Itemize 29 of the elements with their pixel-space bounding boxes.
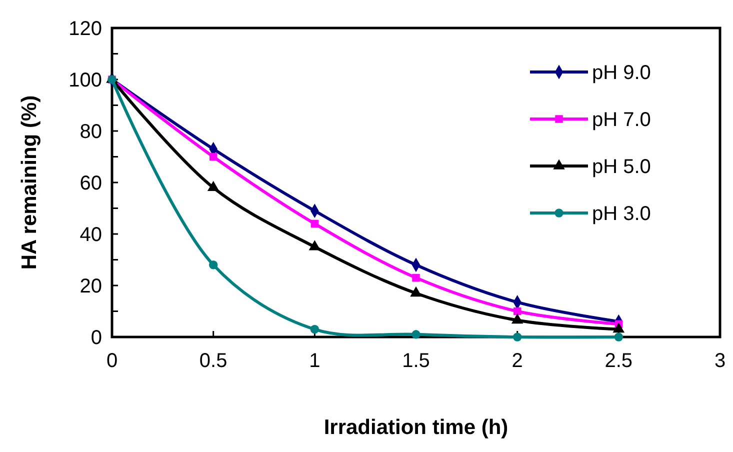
- point: [209, 152, 218, 161]
- legend-label: pH 9.0: [592, 62, 651, 84]
- legend-label: pH 5.0: [592, 156, 651, 178]
- point: [512, 332, 522, 342]
- y-tick-label: 40: [80, 224, 102, 246]
- x-tick-label: 1: [309, 350, 320, 372]
- legend-label: pH 3.0: [592, 203, 651, 225]
- point: [513, 307, 522, 316]
- y-tick-label: 80: [80, 121, 102, 143]
- y-axis-title: HA remaining (%): [18, 95, 41, 270]
- point: [614, 332, 624, 342]
- x-tick-label: 2: [512, 350, 523, 372]
- point: [412, 330, 420, 339]
- y-tick-label: 0: [90, 327, 102, 349]
- x-tick-label: 0: [106, 350, 118, 372]
- x-tick-label: 1.5: [402, 350, 430, 372]
- x-tick-label: 0.5: [199, 350, 228, 372]
- point: [310, 220, 319, 228]
- y-tick-label: 100: [68, 70, 102, 92]
- y-tick-label: 20: [80, 276, 102, 298]
- y-tick-label: 60: [80, 172, 102, 194]
- x-tick-label: 2.5: [604, 350, 633, 372]
- legend-label: pH 7.0: [592, 109, 651, 131]
- point: [310, 324, 320, 334]
- x-tick-label: 3: [714, 350, 726, 372]
- point: [412, 274, 420, 282]
- y-tick-label: 120: [68, 18, 102, 40]
- x-axis-title: Irradiation time (h): [324, 416, 508, 439]
- point: [208, 260, 218, 270]
